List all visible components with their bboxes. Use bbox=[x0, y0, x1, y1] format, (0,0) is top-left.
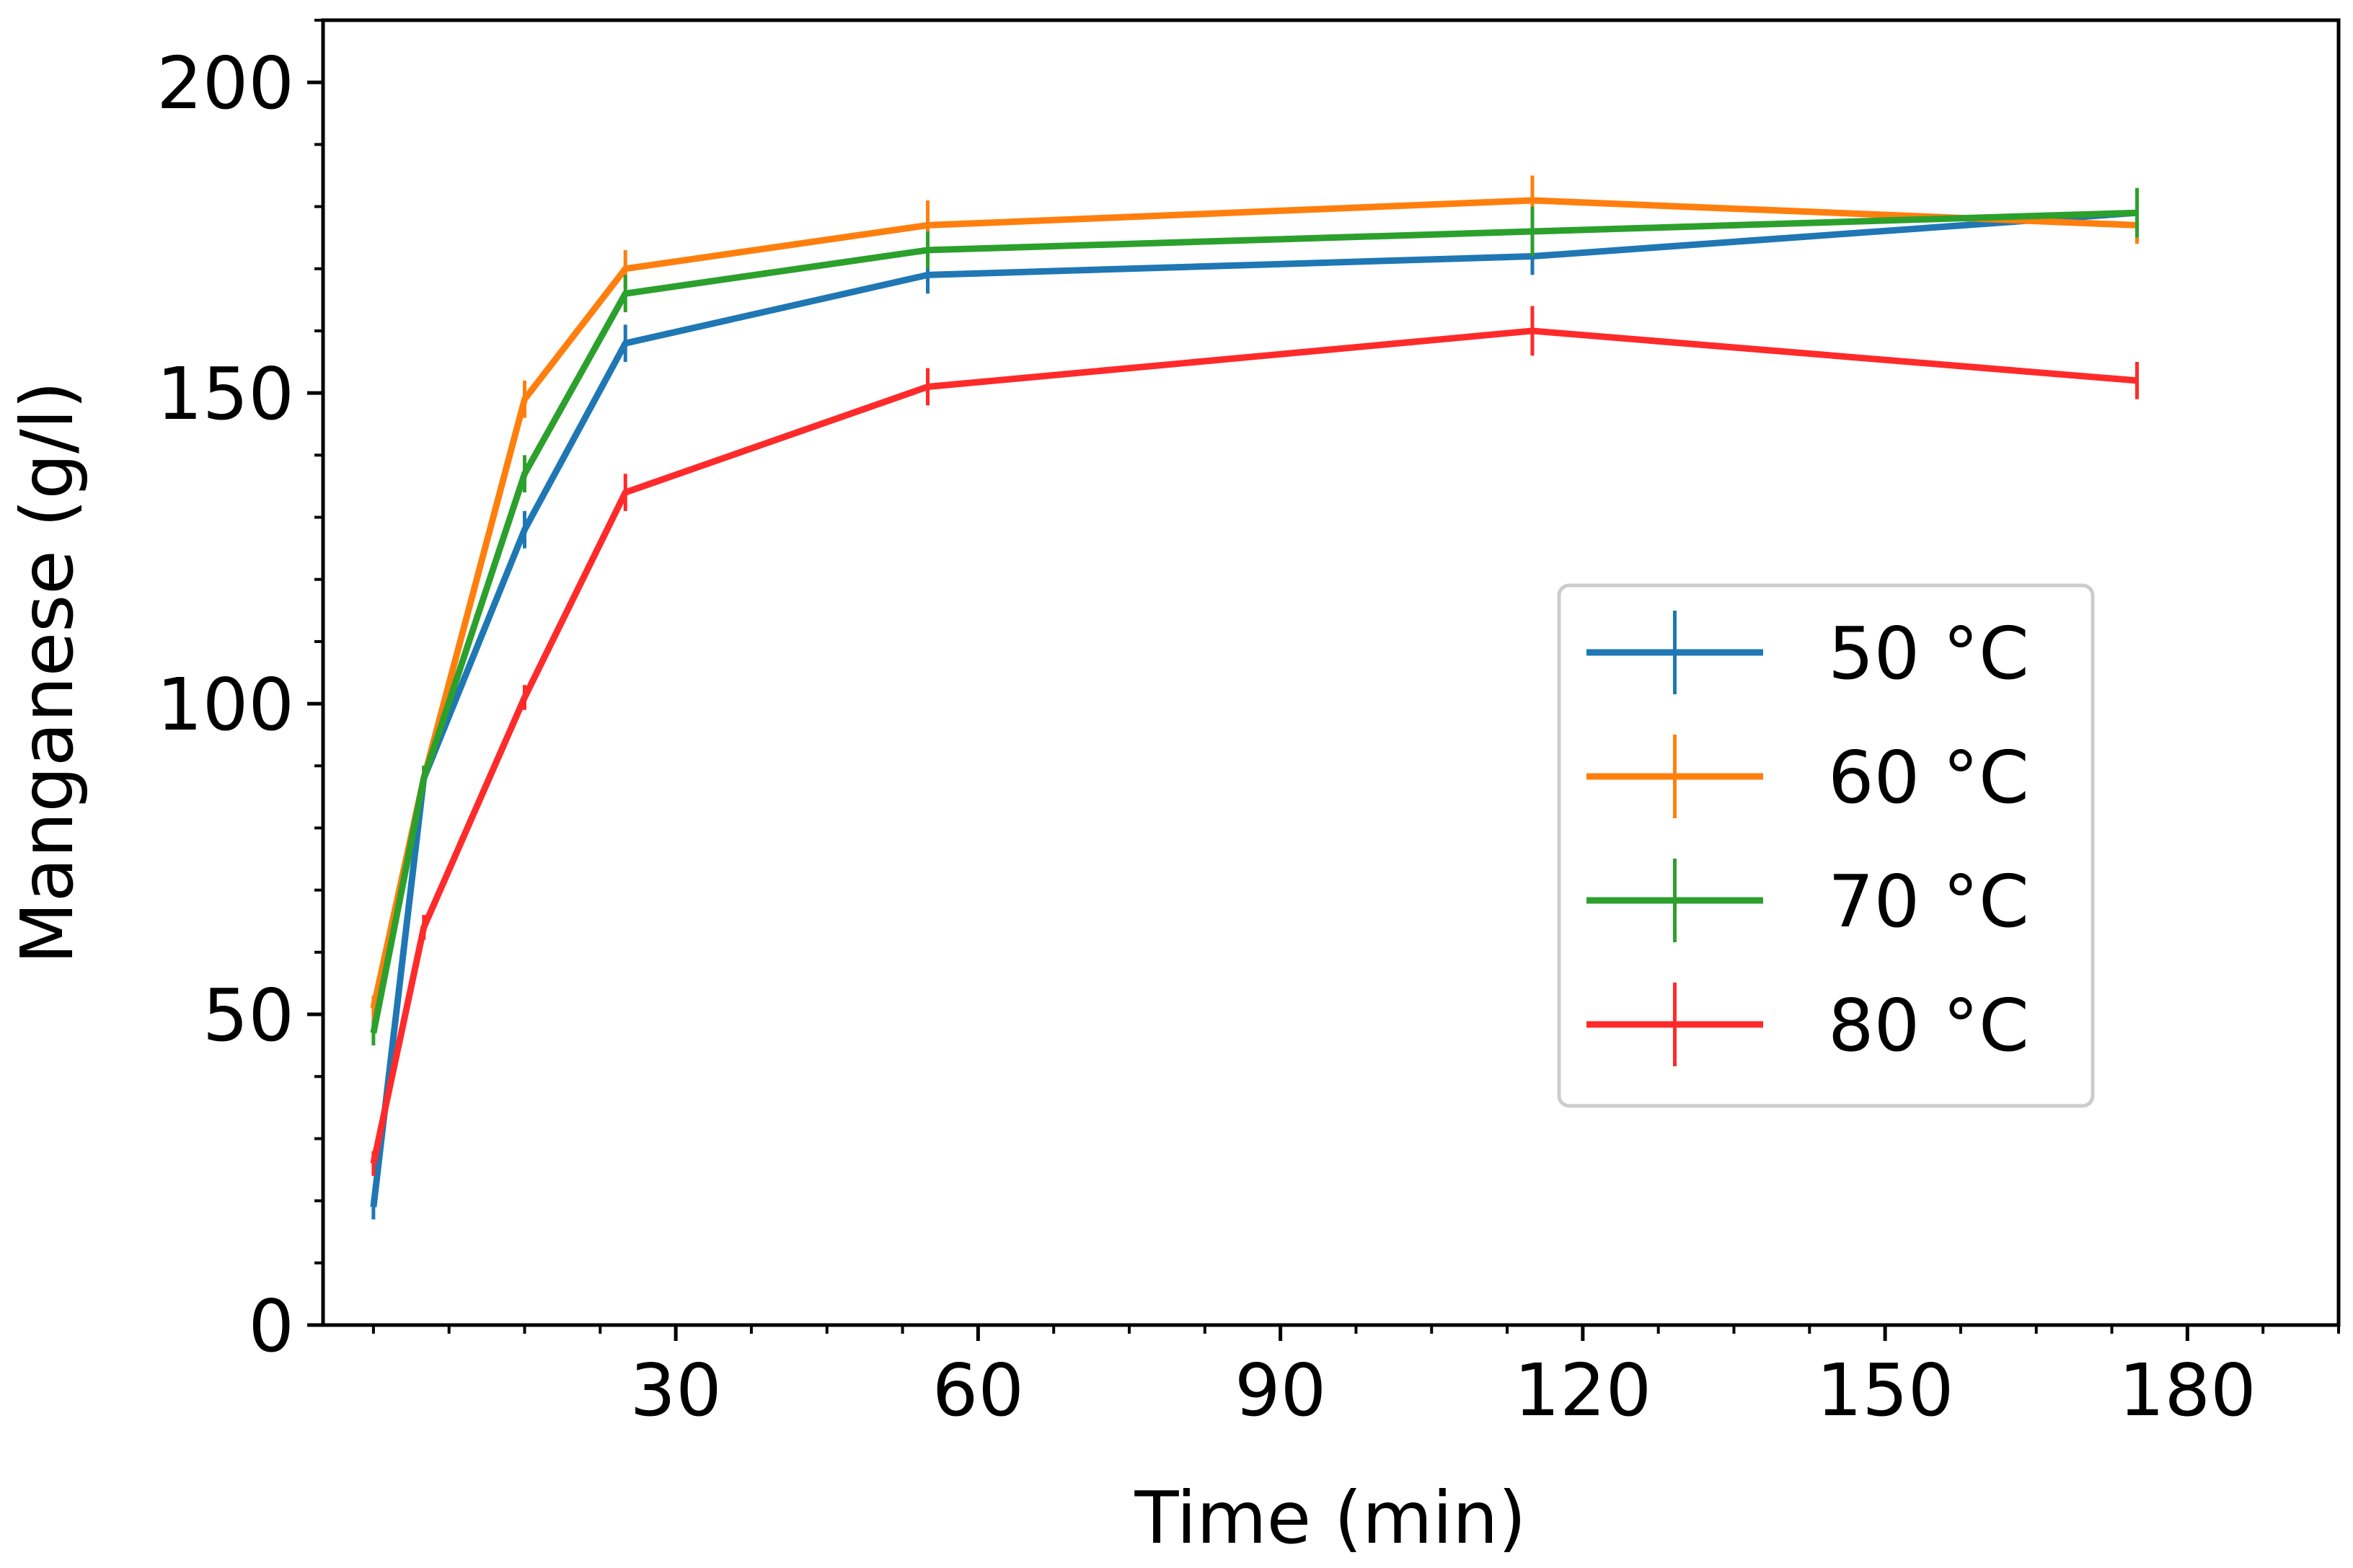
legend-label: 50 °C bbox=[1828, 611, 2029, 696]
plot-frame bbox=[321, 18, 2341, 1327]
legend: 50 °C 60 °C 70 °C 80 °C bbox=[1557, 583, 2095, 1108]
series-80c bbox=[370, 306, 2139, 1177]
legend-label: 70 °C bbox=[1828, 859, 2029, 944]
x-tick-label: 150 bbox=[1816, 1348, 1954, 1432]
legend-item: 60 °C bbox=[1586, 735, 2029, 820]
x-tick-label: 30 bbox=[630, 1348, 722, 1432]
legend-box bbox=[1557, 583, 2095, 1108]
legend-label: 80 °C bbox=[1828, 983, 2029, 1068]
x-tick-label: 90 bbox=[1235, 1348, 1326, 1432]
legend-items: 50 °C 60 °C 70 °C 80 °C bbox=[1586, 611, 2029, 1068]
x-tick-label: 180 bbox=[2119, 1348, 2256, 1432]
legend-item: 50 °C bbox=[1586, 611, 2029, 696]
y-tick-label: 0 bbox=[248, 1284, 294, 1368]
x-tick-label: 120 bbox=[1514, 1348, 1651, 1432]
y-tick-label: 50 bbox=[203, 973, 294, 1058]
y-tick-label: 200 bbox=[156, 41, 294, 125]
legend-item: 70 °C bbox=[1586, 859, 2029, 944]
legend-item: 80 °C bbox=[1586, 983, 2029, 1068]
legend-label: 60 °C bbox=[1828, 735, 2029, 820]
series-layer bbox=[370, 175, 2139, 1220]
y-tick-label: 100 bbox=[156, 663, 294, 747]
x-axis: 30 60 90 120 150 180 bbox=[371, 1325, 2340, 1432]
series-70c bbox=[370, 187, 2139, 1046]
x-axis-label: Time (min) bbox=[1134, 1476, 1526, 1560]
y-axis-label: Manganese (g/l) bbox=[5, 381, 89, 965]
y-axis: 0 50 100 150 200 bbox=[156, 19, 323, 1368]
x-tick-label: 60 bbox=[932, 1348, 1024, 1432]
y-tick-label: 150 bbox=[156, 352, 294, 436]
